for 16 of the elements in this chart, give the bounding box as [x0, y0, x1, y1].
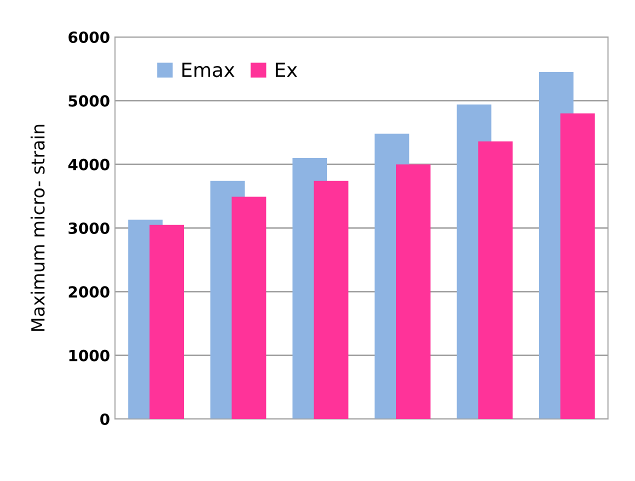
y-tick-label: 5000: [68, 95, 110, 107]
y-tick-label: 6000: [68, 31, 110, 44]
y-tick-label: 3000: [68, 222, 110, 234]
bar: [560, 113, 595, 419]
y-axis-title: Maximum micro- strain: [30, 124, 45, 331]
legend-label: Ex: [276, 62, 298, 77]
y-tick-label: 2000: [68, 286, 110, 298]
bar: [396, 164, 431, 419]
bar: [150, 224, 184, 419]
y-tick-label: 1000: [69, 350, 110, 362]
y-tick-label: 0: [100, 413, 110, 426]
legend-label: Emax: [182, 62, 234, 78]
y-tick-label: 4000: [68, 158, 110, 170]
bar: [478, 141, 513, 419]
bar: [314, 180, 348, 419]
bar: [232, 196, 266, 419]
